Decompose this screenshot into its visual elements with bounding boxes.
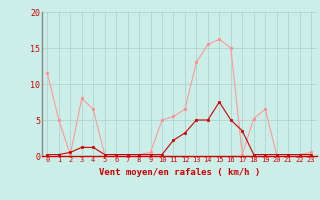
X-axis label: Vent moyen/en rafales ( km/h ): Vent moyen/en rafales ( km/h ) — [99, 168, 260, 177]
